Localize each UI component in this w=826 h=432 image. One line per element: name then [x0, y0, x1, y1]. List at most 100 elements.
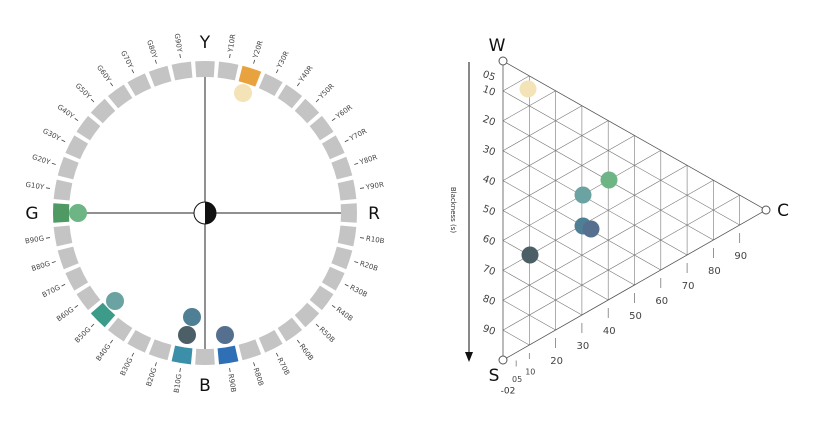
hue-tick: [253, 362, 256, 367]
grid-line: [502, 90, 740, 226]
hue-tick: [74, 118, 79, 122]
chromaticness-label: 40: [603, 326, 616, 337]
hue-label: Y70R: [348, 127, 369, 143]
hue-tick: [90, 323, 95, 328]
hue-label: R60B: [298, 343, 316, 363]
grid-line: [502, 329, 530, 346]
hue-segment: [321, 135, 345, 160]
hue-segment: [294, 302, 320, 328]
hue-label: Y10R: [226, 33, 237, 53]
hue-label: Y80R: [358, 153, 379, 167]
axis-title: Blackness (s): [449, 187, 457, 234]
hue-label: Y40R: [297, 64, 315, 84]
hue-segment: [277, 317, 303, 342]
hue-tick: [296, 339, 300, 344]
hue-tick: [360, 187, 365, 189]
hue-label: R10B: [365, 235, 385, 246]
hue-segment: [331, 246, 353, 270]
grid-line: [502, 210, 635, 286]
hue-label: R80B: [252, 367, 265, 387]
corner-label: W: [489, 36, 506, 56]
hue-tick: [154, 362, 157, 367]
color-sample: [574, 186, 592, 204]
chromaticness-label: 05: [512, 375, 522, 384]
hue-tick: [315, 98, 320, 103]
hue-segment: [107, 317, 133, 342]
blackness-label: 40: [481, 174, 497, 189]
hue-tick: [154, 59, 157, 64]
hue-tick: [74, 304, 79, 308]
hue-tick: [354, 162, 359, 165]
hue-segment: [76, 115, 101, 141]
color-sample: [521, 246, 539, 264]
hue-segment: [195, 60, 215, 78]
chromaticness-label: 80: [708, 266, 721, 277]
center-mark: [205, 202, 216, 224]
hue-label: Y30R: [275, 50, 291, 71]
chromaticness-label: 20: [550, 356, 563, 367]
hue-segment: [65, 135, 89, 160]
hue-axis-label: G: [25, 204, 38, 224]
grid-line: [502, 135, 635, 211]
hue-label: B10G: [173, 373, 184, 393]
hue-label: G10Y: [25, 181, 45, 192]
hue-segment: [217, 61, 239, 81]
hue-tick: [45, 187, 50, 189]
hue-label: G90Y: [173, 33, 184, 53]
hue-label: B70G: [41, 283, 62, 299]
hue-segment: [107, 84, 133, 109]
hue-segment: [57, 156, 79, 180]
hue-tick: [354, 261, 359, 264]
color-sample: [519, 80, 537, 98]
hue-segment: [65, 266, 89, 291]
hue-tick: [51, 162, 56, 165]
hue-tick: [90, 98, 95, 103]
hue-segment: [148, 339, 172, 361]
color-sample: [234, 84, 252, 102]
hue-segment: [238, 65, 262, 87]
hue-label: B60G: [55, 306, 75, 324]
hue-segment: [127, 73, 152, 97]
hue-segment: [171, 61, 193, 81]
hue-label: G40Y: [56, 103, 76, 121]
hue-tick: [253, 59, 256, 64]
hue-segment: [337, 225, 357, 247]
corner-dot: [761, 205, 771, 215]
hue-tick: [360, 237, 365, 239]
hue-segment: [76, 285, 101, 311]
hue-tick: [110, 339, 114, 344]
grid-line: [502, 105, 583, 151]
blackness-label: 20: [481, 114, 497, 129]
hue-segment: [53, 203, 70, 223]
chromaticness-label: 30: [577, 341, 590, 352]
hue-tick: [61, 283, 66, 287]
hue-segment: [217, 345, 239, 365]
color-sample: [582, 220, 600, 238]
hue-segment: [337, 179, 357, 201]
stray-label: -02: [501, 387, 516, 397]
hue-tick: [51, 261, 56, 264]
hue-segment: [90, 98, 116, 124]
hue-label: Y50R: [317, 82, 336, 101]
color-sample: [216, 326, 234, 344]
hue-segment: [294, 98, 320, 124]
hue-segment: [309, 285, 334, 311]
hue-segment: [90, 302, 116, 328]
blackness-label: 70: [481, 263, 497, 278]
hue-tick: [296, 82, 300, 87]
hue-segment: [57, 246, 79, 270]
hue-segment: [53, 179, 73, 201]
blackness-label: 10: [481, 84, 497, 99]
hue-segment: [331, 156, 353, 180]
hue-label: R90B: [227, 373, 238, 393]
hue-tick: [275, 69, 279, 74]
hue-segment: [171, 345, 193, 365]
hue-label: G70Y: [119, 49, 135, 70]
grid-line: [502, 120, 609, 181]
color-sample: [600, 171, 618, 189]
hue-segment: [321, 266, 345, 291]
hue-label: G60Y: [95, 64, 113, 84]
hue-label: G80Y: [145, 39, 159, 60]
